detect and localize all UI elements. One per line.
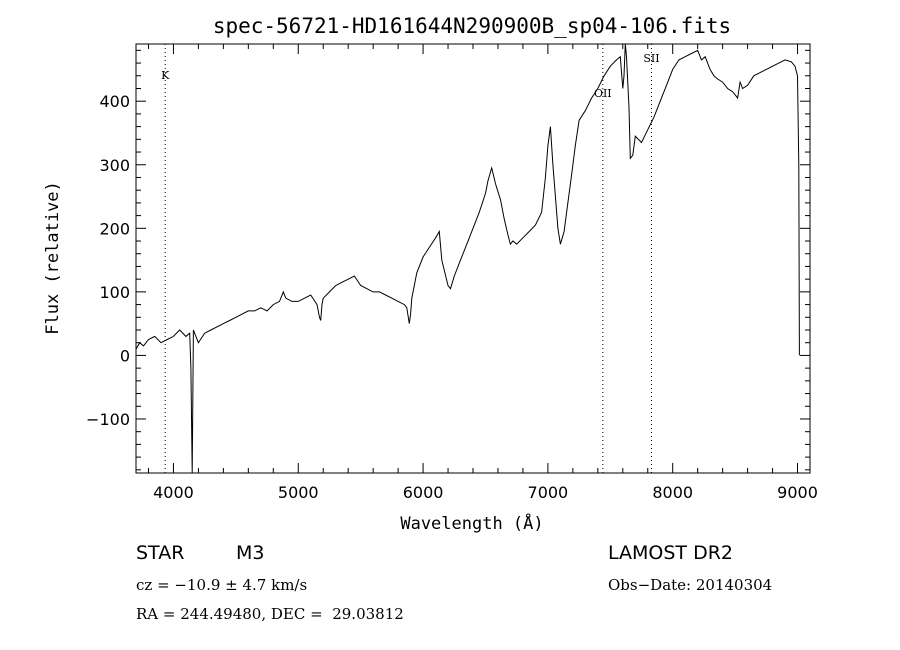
redshift-velocity: cz = −10.9 ± 4.7 km/s	[136, 576, 308, 594]
annotation-label: OII	[594, 87, 612, 100]
chart-title: spec-56721-HD161644N290900B_sp04-106.fit…	[213, 14, 731, 38]
annotation-label: SII	[643, 52, 659, 65]
x-tick-label: 5000	[278, 483, 319, 502]
object-type: STAR	[136, 542, 185, 564]
x-tick-label: 8000	[652, 483, 693, 502]
x-tick-label: 4000	[153, 483, 194, 502]
y-axis-label: Flux (relative)	[43, 181, 63, 335]
coordinates: RA = 244.49480, DEC = 29.03812	[136, 605, 404, 623]
y-tick-label: 300	[99, 156, 130, 175]
observation-date: Obs−Date: 20140304	[608, 576, 773, 594]
y-tick-label: 200	[99, 219, 130, 238]
y-tick-label: 400	[99, 92, 130, 111]
y-tick-label: −100	[86, 410, 130, 429]
spectrum-line	[135, 43, 800, 474]
x-tick-label: 9000	[777, 483, 818, 502]
y-tick-label: 0	[120, 346, 130, 365]
y-tick-label: 100	[99, 283, 130, 302]
x-tick-label: 6000	[403, 483, 444, 502]
x-tick-label: 7000	[528, 483, 569, 502]
survey-name: LAMOST DR2	[608, 542, 733, 564]
annotation-label: K	[161, 69, 170, 82]
subclass: M3	[236, 542, 265, 564]
x-axis-label: Wavelength (Å)	[400, 512, 543, 534]
plot-frame	[135, 43, 811, 474]
